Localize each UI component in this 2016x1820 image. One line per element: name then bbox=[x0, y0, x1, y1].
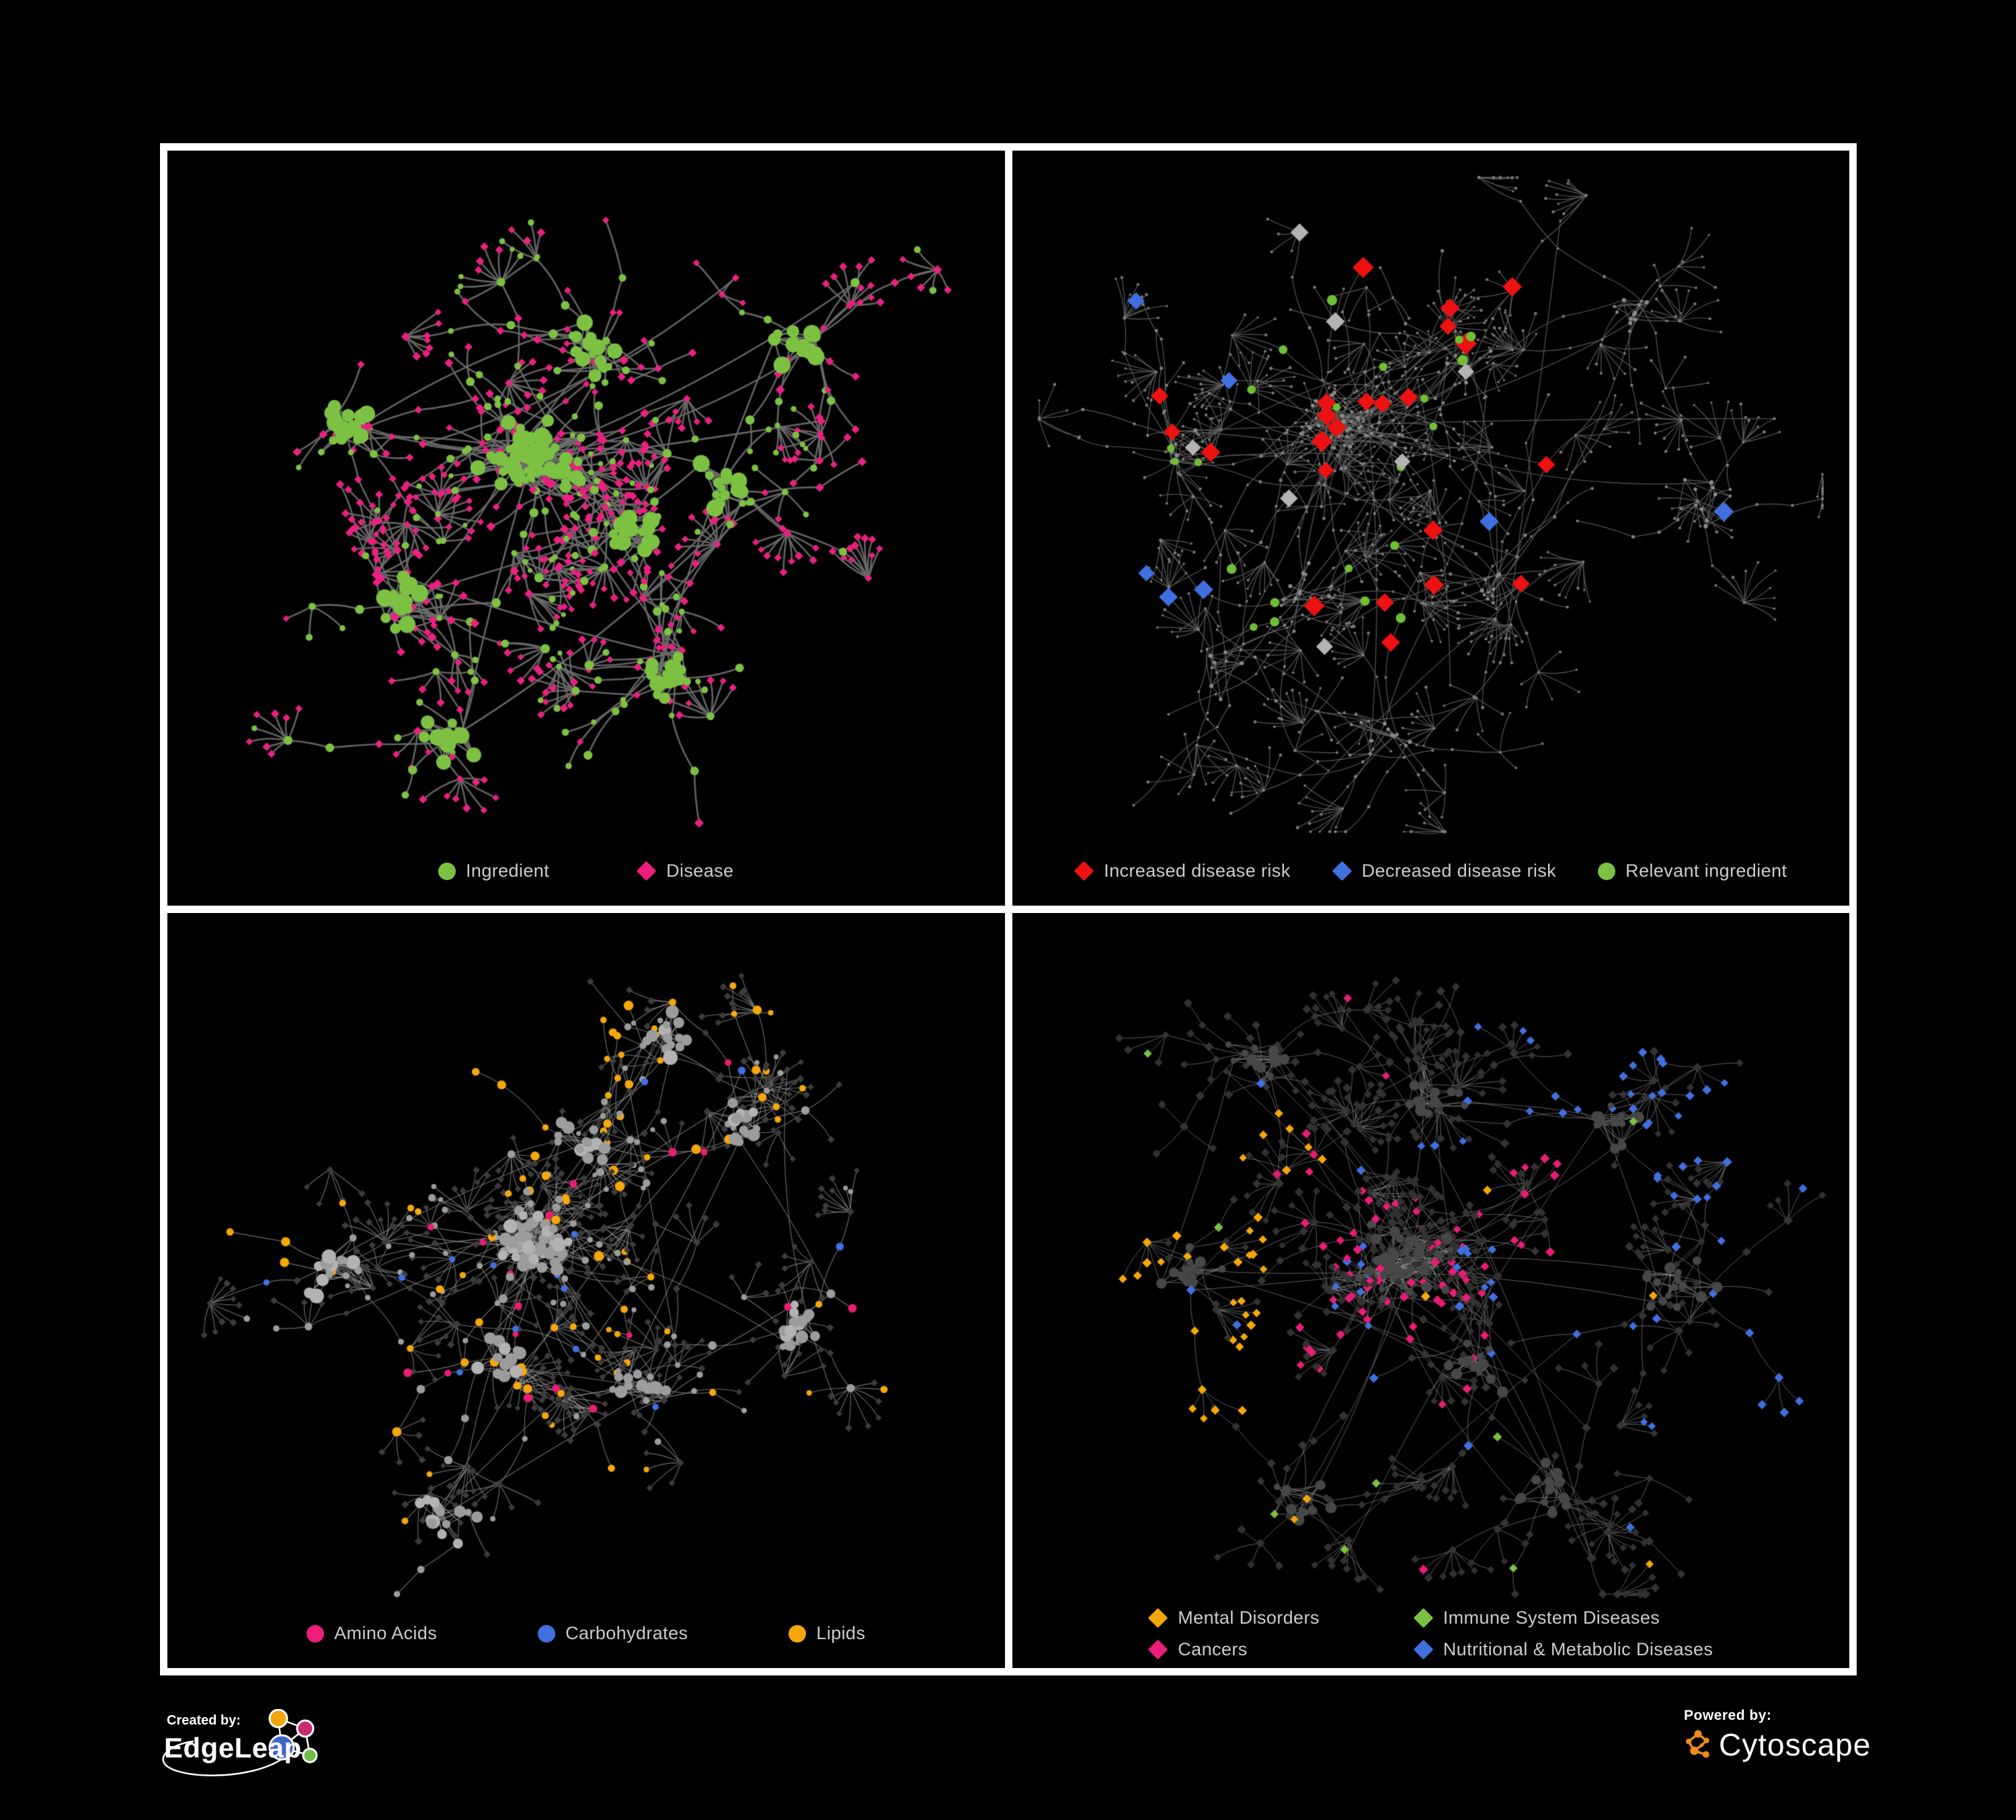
network-canvas-disease-risk bbox=[1012, 151, 1849, 906]
legend-label: Disease bbox=[666, 861, 734, 881]
legend-marker-diamond-icon bbox=[1147, 1608, 1168, 1628]
panel-ingredient-disease: Ingredient Disease bbox=[167, 151, 1005, 906]
legend-marker-diamond-icon bbox=[1413, 1608, 1434, 1628]
legend-marker-circle-icon bbox=[1598, 862, 1616, 880]
legend-label: Mental Disorders bbox=[1178, 1608, 1320, 1628]
cytoscape-brand-row: Cytoscape bbox=[1684, 1727, 1871, 1763]
cytoscape-logo-icon bbox=[1685, 1730, 1709, 1758]
legend-label: Increased disease risk bbox=[1104, 861, 1291, 881]
legend-item: Relevant ingredient bbox=[1598, 861, 1787, 881]
legend-item: Immune System Diseases bbox=[1413, 1608, 1660, 1628]
legend-marker-circle-icon bbox=[538, 1624, 556, 1643]
legend-marker-diamond-icon bbox=[1413, 1639, 1434, 1660]
panel-disease-risk: Increased disease risk Decreased disease … bbox=[1012, 151, 1850, 906]
legend-item: Carbohydrates bbox=[538, 1623, 688, 1644]
legend-marker-circle-icon bbox=[307, 1624, 325, 1643]
legend-item: Mental Disorders bbox=[1147, 1608, 1320, 1628]
legend-label: Immune System Diseases bbox=[1443, 1608, 1660, 1628]
cytoscape-credit: Powered by: Cytoscape bbox=[1684, 1708, 1871, 1763]
powered-by-label: Powered by: bbox=[1684, 1708, 1772, 1723]
legend-marker-circle-icon bbox=[438, 862, 456, 880]
legend-label: Relevant ingredient bbox=[1625, 861, 1787, 881]
cytoscape-brand: Cytoscape bbox=[1719, 1727, 1871, 1762]
network-grid-frame: Ingredient Disease Increased disease risk… bbox=[160, 143, 1857, 1675]
legend-marker-diamond-icon bbox=[1074, 861, 1094, 881]
edgeleap-logo: Created by: EdgeLeap bbox=[162, 1708, 318, 1776]
legend-marker-diamond-icon bbox=[636, 861, 657, 881]
legend-item: Disease bbox=[636, 861, 734, 881]
edgeleap-credit: Created by: EdgeLeap bbox=[160, 1708, 483, 1813]
edgeleap-node-magenta-icon bbox=[296, 1719, 315, 1738]
legend-item: Cancers bbox=[1147, 1639, 1248, 1660]
legend-item: Ingredient bbox=[438, 861, 549, 881]
created-by-label: Created by: bbox=[167, 1713, 241, 1728]
legend-marker-circle-icon bbox=[789, 1624, 807, 1643]
legend-label: Amino Acids bbox=[334, 1623, 438, 1643]
legend-label: Cancers bbox=[1178, 1639, 1248, 1659]
legend-label: Ingredient bbox=[466, 861, 550, 881]
edgeleap-brand: EdgeLeap bbox=[164, 1732, 302, 1764]
legend-disease-risk: Increased disease risk Decreased disease … bbox=[1012, 861, 1850, 881]
legend-item: Decreased disease risk bbox=[1332, 861, 1556, 881]
legend-label: Carbohydrates bbox=[565, 1623, 688, 1643]
legend-marker-diamond-icon bbox=[1332, 861, 1352, 881]
legend-disease-categories: Mental Disorders Immune System Diseases Ca… bbox=[1012, 1608, 1850, 1660]
network-canvas-disease-categories bbox=[1012, 913, 1849, 1668]
edgeleap-node-blue-icon bbox=[268, 1734, 295, 1761]
legend-marker-diamond-icon bbox=[1147, 1639, 1168, 1660]
legend-label: Lipids bbox=[816, 1623, 866, 1643]
edgeleap-swoosh bbox=[162, 1740, 283, 1776]
edgeleap-node-orange-icon bbox=[268, 1708, 288, 1729]
panel-macronutrient-classes: Amino Acids Carbohydrates Lipids bbox=[167, 913, 1005, 1668]
legend-label: Decreased disease risk bbox=[1361, 861, 1557, 881]
legend-item: Nutritional & Metabolic Diseases bbox=[1413, 1639, 1713, 1660]
legend-label: Nutritional & Metabolic Diseases bbox=[1443, 1639, 1713, 1659]
legend-ingredient-disease: Ingredient Disease bbox=[167, 861, 1005, 881]
network-canvas-macronutrient-classes bbox=[167, 913, 1005, 1668]
legend-item: Lipids bbox=[789, 1623, 865, 1644]
network-canvas-ingredient-disease bbox=[167, 151, 1005, 906]
edgeleap-node-green-icon bbox=[302, 1747, 318, 1764]
legend-item: Amino Acids bbox=[307, 1623, 437, 1644]
legend-item: Increased disease risk bbox=[1074, 861, 1290, 881]
legend-macronutrient-classes: Amino Acids Carbohydrates Lipids bbox=[167, 1623, 1005, 1644]
panel-disease-categories: Mental Disorders Immune System Diseases Ca… bbox=[1012, 913, 1850, 1668]
